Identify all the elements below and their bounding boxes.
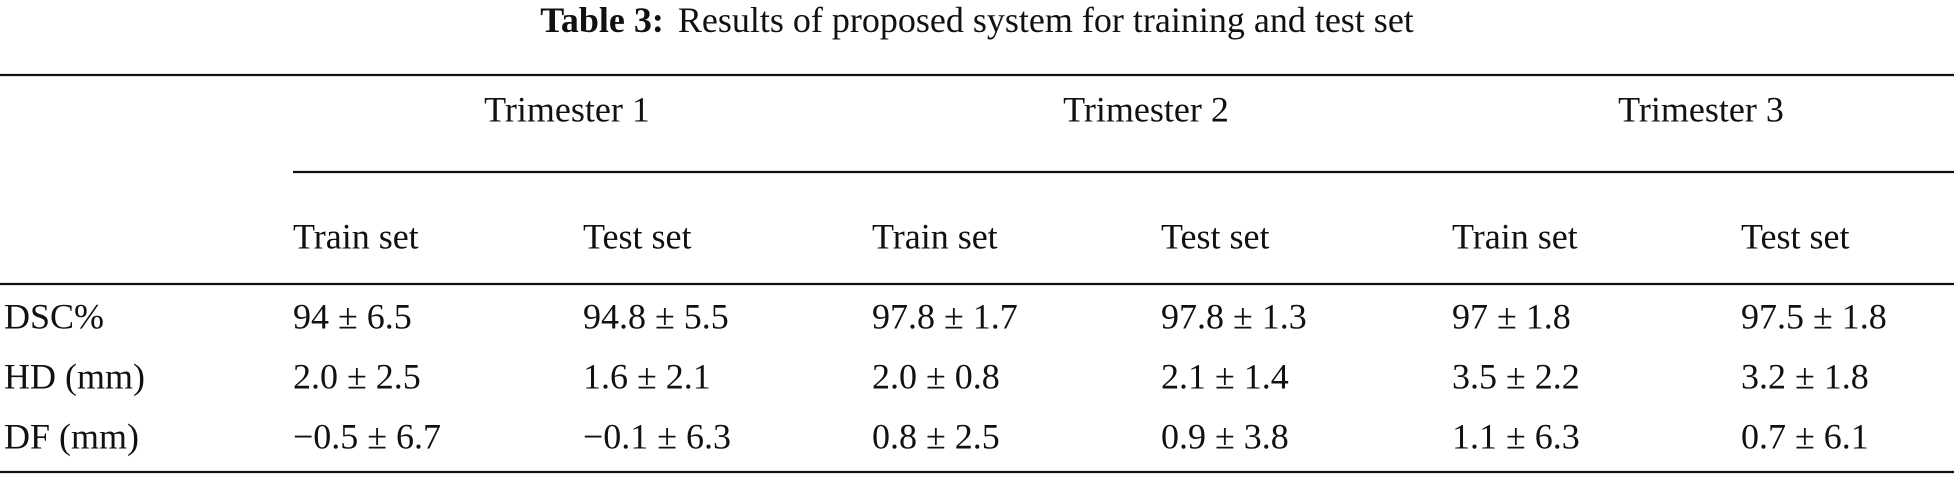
cell: 97.8 ± 1.3 — [1161, 296, 1307, 336]
row-label: DF (mm) — [4, 416, 139, 456]
cell: 1.1 ± 6.3 — [1452, 416, 1580, 456]
cell: 2.1 ± 1.4 — [1161, 356, 1289, 396]
cell: 94.8 ± 5.5 — [583, 296, 729, 336]
cell: 97 ± 1.8 — [1452, 296, 1571, 336]
caption-label: Table 3: — [540, 0, 664, 40]
cell: 2.0 ± 2.5 — [293, 356, 421, 396]
cell: 94 ± 6.5 — [293, 296, 412, 336]
cell: 3.5 ± 2.2 — [1452, 356, 1580, 396]
cell: −0.1 ± 6.3 — [583, 416, 731, 456]
column-header: Train set — [293, 216, 419, 256]
group-header: Trimester 1 — [484, 89, 650, 129]
row-label: HD (mm) — [4, 356, 145, 396]
caption-text: Results of proposed system for training … — [678, 0, 1414, 40]
cell: 0.8 ± 2.5 — [872, 416, 1000, 456]
group-header: Trimester 2 — [1063, 89, 1229, 129]
cell: 1.6 ± 2.1 — [583, 356, 711, 396]
column-header: Test set — [1741, 216, 1849, 256]
caption: Table 3: Results of proposed system for t… — [540, 0, 1414, 40]
row-label: DSC% — [4, 296, 104, 336]
cell: −0.5 ± 6.7 — [293, 416, 441, 456]
cell: 97.5 ± 1.8 — [1741, 296, 1887, 336]
cell: 3.2 ± 1.8 — [1741, 356, 1869, 396]
cell: 0.7 ± 6.1 — [1741, 416, 1869, 456]
column-header: Train set — [1452, 216, 1578, 256]
column-header: Test set — [1161, 216, 1269, 256]
column-header: Test set — [583, 216, 691, 256]
cell: 97.8 ± 1.7 — [872, 296, 1018, 336]
cell: 2.0 ± 0.8 — [872, 356, 1000, 396]
group-header: Trimester 3 — [1618, 89, 1784, 129]
column-header: Train set — [872, 216, 998, 256]
cell: 0.9 ± 3.8 — [1161, 416, 1289, 456]
